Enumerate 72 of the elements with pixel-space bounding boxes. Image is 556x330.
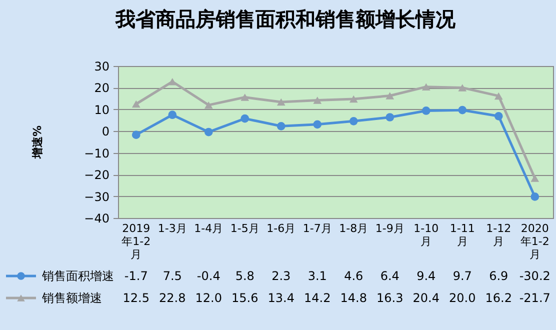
y-tick-label: 0 bbox=[102, 124, 110, 139]
y-tick-label: −20 bbox=[84, 168, 110, 182]
x-tick-label: 1-12月 bbox=[486, 222, 512, 248]
data-label: 6.9 bbox=[489, 269, 508, 283]
point bbox=[386, 113, 394, 122]
legend-label: 销售面积增速 bbox=[41, 269, 114, 283]
data-label: 9.7 bbox=[452, 269, 472, 283]
y-tick-label: −40 bbox=[84, 212, 110, 226]
data-label: 16.3 bbox=[376, 291, 404, 305]
point bbox=[276, 98, 286, 106]
data-label: 20.4 bbox=[412, 291, 440, 305]
data-label: 20.0 bbox=[449, 291, 476, 305]
point bbox=[240, 114, 250, 123]
point bbox=[530, 192, 540, 201]
data-label: 5.8 bbox=[235, 269, 254, 283]
y-axis-title: 增速% bbox=[31, 125, 44, 160]
point bbox=[349, 95, 358, 103]
point bbox=[313, 120, 322, 129]
x-tick-label: 1-10月 bbox=[414, 222, 439, 248]
point bbox=[458, 106, 467, 114]
x-tick-label: 1-11月 bbox=[450, 222, 475, 248]
chart-title: 我省商品房销售面积和销售额增长情况 bbox=[114, 7, 456, 31]
y-tick-label: −30 bbox=[84, 190, 110, 204]
point bbox=[494, 92, 503, 100]
x-tick-label: 1-6月 bbox=[266, 222, 296, 235]
y-tick-label: −10 bbox=[84, 146, 110, 160]
data-label: -0.4 bbox=[196, 269, 220, 283]
data-label: 4.6 bbox=[344, 269, 364, 283]
point bbox=[422, 83, 430, 90]
data-label: 3.1 bbox=[308, 269, 327, 283]
data-label: 13.4 bbox=[268, 291, 294, 305]
point bbox=[132, 130, 140, 140]
x-tick-label: 2019年1-2月 bbox=[122, 222, 151, 261]
data-label: -30.2 bbox=[519, 269, 550, 283]
data-label: 14.8 bbox=[340, 291, 367, 305]
point bbox=[168, 110, 177, 120]
point bbox=[132, 100, 140, 108]
data-label: 12.5 bbox=[122, 291, 150, 305]
point bbox=[422, 106, 430, 115]
point bbox=[168, 78, 177, 86]
point bbox=[458, 84, 467, 92]
data-label: 9.4 bbox=[416, 269, 436, 283]
point bbox=[494, 112, 503, 120]
point bbox=[204, 128, 213, 136]
legend-label: 销售额增速 bbox=[41, 291, 102, 305]
data-label: 7.5 bbox=[162, 269, 182, 283]
data-label: 22.8 bbox=[159, 291, 186, 305]
data-label: 12.0 bbox=[195, 291, 222, 305]
x-tick-label: 1-4月 bbox=[194, 222, 224, 235]
x-tick-label: 2020年1-2月 bbox=[520, 222, 550, 261]
point bbox=[386, 92, 394, 100]
x-tick-label: 1-8月 bbox=[339, 222, 368, 235]
data-label: -21.7 bbox=[519, 291, 550, 305]
point bbox=[530, 174, 540, 182]
point bbox=[240, 94, 250, 101]
x-tick-label: 1-3月 bbox=[158, 222, 187, 235]
y-tick-label: 20 bbox=[94, 81, 110, 96]
data-label: 2.3 bbox=[272, 269, 291, 283]
point bbox=[276, 122, 286, 130]
point bbox=[313, 96, 322, 104]
point bbox=[204, 101, 213, 109]
y-tick-label: 10 bbox=[94, 102, 110, 117]
data-label: 14.2 bbox=[304, 291, 331, 305]
x-tick-label: 1-7月 bbox=[302, 222, 332, 235]
data-label: 6.4 bbox=[380, 269, 400, 283]
x-tick-label: 1-5月 bbox=[230, 222, 260, 235]
y-tick-label: 30 bbox=[94, 60, 110, 74]
data-label: 16.2 bbox=[485, 291, 512, 305]
data-label: 15.6 bbox=[232, 291, 258, 305]
point bbox=[349, 116, 358, 126]
data-label: -1.7 bbox=[124, 269, 148, 283]
x-tick-label: 1-9月 bbox=[375, 222, 404, 235]
